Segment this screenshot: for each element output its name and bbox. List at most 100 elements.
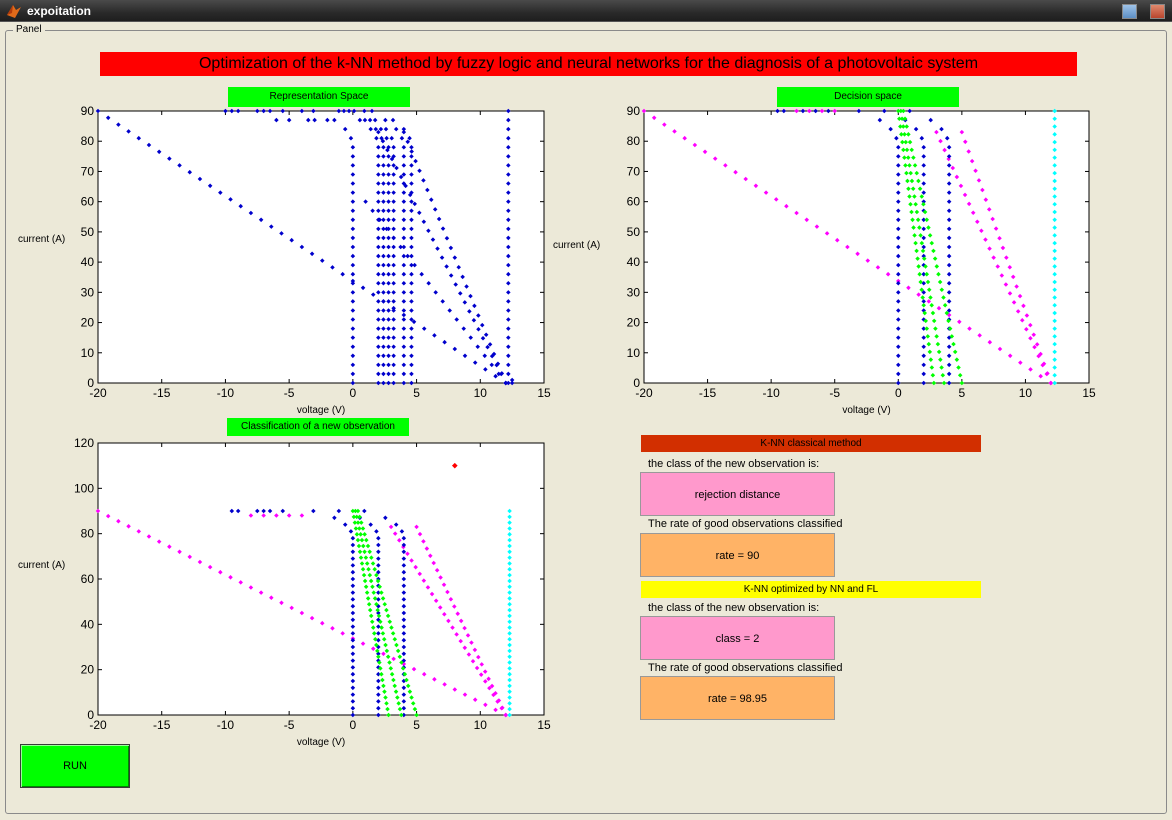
decision-point	[1052, 326, 1057, 331]
classification-point	[474, 665, 480, 671]
decision-point	[949, 334, 955, 339]
representation-point	[461, 326, 466, 331]
representation-point	[493, 373, 498, 379]
classification-point	[350, 678, 356, 684]
decision-point	[921, 353, 926, 359]
classification-point	[446, 618, 451, 624]
classification-point	[393, 522, 399, 527]
decision-point	[1021, 303, 1026, 309]
classification-point	[396, 701, 401, 706]
decision-point	[1052, 139, 1057, 145]
representation-point	[386, 271, 391, 277]
representation-point	[409, 335, 414, 340]
classification-point	[472, 697, 478, 702]
representation-point	[499, 371, 505, 376]
classification-point	[507, 671, 512, 677]
representation-point	[391, 271, 396, 277]
decision-point	[885, 271, 891, 277]
decision-point	[935, 341, 941, 347]
representation-ytick-label: 20	[81, 316, 95, 330]
decision-point	[1052, 194, 1057, 199]
classification-point	[507, 514, 512, 520]
classification-point	[350, 590, 356, 595]
classification-point	[387, 660, 392, 665]
classification-point	[261, 513, 266, 518]
classification-point	[376, 613, 382, 619]
decision-point	[1052, 365, 1057, 370]
window-titlebar[interactable]: expoitation	[0, 0, 1172, 22]
classification-point	[384, 701, 389, 706]
representation-point	[409, 308, 414, 313]
representation-ylabel: current (A)	[18, 234, 65, 245]
representation-point	[391, 281, 396, 286]
classification-point	[493, 691, 498, 696]
representation-point	[409, 181, 414, 186]
decision-point	[933, 326, 938, 331]
classification-point	[376, 624, 381, 629]
representation-point	[376, 335, 381, 340]
classification-xtick-label: -15	[153, 718, 171, 732]
decision-point	[926, 299, 932, 304]
maximize-button[interactable]	[1122, 4, 1137, 19]
representation-point	[381, 172, 386, 177]
classification-point	[350, 563, 356, 568]
close-button[interactable]	[1150, 4, 1165, 19]
decision-point	[1045, 371, 1050, 376]
classification-point	[434, 568, 440, 573]
decision-point	[987, 339, 993, 345]
decision-point	[1019, 318, 1025, 323]
classification-point	[350, 610, 356, 616]
decision-point	[888, 126, 893, 132]
decision-point	[1052, 357, 1057, 362]
representation-point	[391, 335, 396, 340]
classification-point	[401, 637, 407, 643]
classification-point	[269, 595, 274, 600]
classification-point	[414, 524, 419, 530]
decision-point	[1010, 274, 1016, 280]
representation-point	[376, 253, 381, 259]
representation-point	[376, 299, 381, 304]
classification-point	[376, 597, 381, 602]
decision-point	[1041, 361, 1047, 366]
representation-point	[496, 371, 502, 377]
classification-point	[507, 561, 512, 566]
representation-point	[346, 108, 352, 114]
decision-point	[930, 372, 936, 378]
decision-point	[932, 256, 938, 261]
classification-point	[376, 678, 381, 684]
representation-point	[350, 154, 356, 159]
classification-point	[507, 532, 512, 537]
representation-ytick-label: 50	[81, 225, 95, 239]
representation-point	[350, 380, 356, 386]
classification-point	[397, 706, 403, 712]
classification-point	[455, 611, 461, 616]
classification-point	[401, 569, 407, 575]
classification-point	[376, 712, 381, 718]
classification-point	[442, 611, 447, 617]
classification-point	[376, 563, 381, 568]
representation-point	[401, 290, 407, 295]
classification-point	[401, 644, 407, 650]
representation-point	[409, 217, 414, 223]
representation-point	[452, 346, 458, 352]
classification-point	[381, 683, 386, 689]
classification-point	[401, 705, 407, 711]
classification-point	[507, 572, 512, 578]
decision-point	[906, 285, 911, 291]
classification-point	[452, 604, 457, 609]
classification-point	[369, 619, 375, 625]
classification-point	[405, 683, 411, 689]
classification-ylabel: current (A)	[18, 560, 65, 571]
run-button[interactable]: RUN	[20, 744, 130, 788]
decision-point	[1052, 147, 1057, 153]
decision-point	[967, 326, 972, 331]
classification-point	[399, 529, 405, 534]
decision-point	[939, 287, 945, 293]
decision-point	[934, 264, 940, 269]
representation-point	[391, 305, 396, 311]
classification-point	[350, 685, 356, 691]
representation-point	[391, 163, 396, 168]
decision-point	[1052, 310, 1057, 316]
representation-point	[391, 299, 396, 304]
decision-xtick-label: 10	[1019, 386, 1033, 400]
